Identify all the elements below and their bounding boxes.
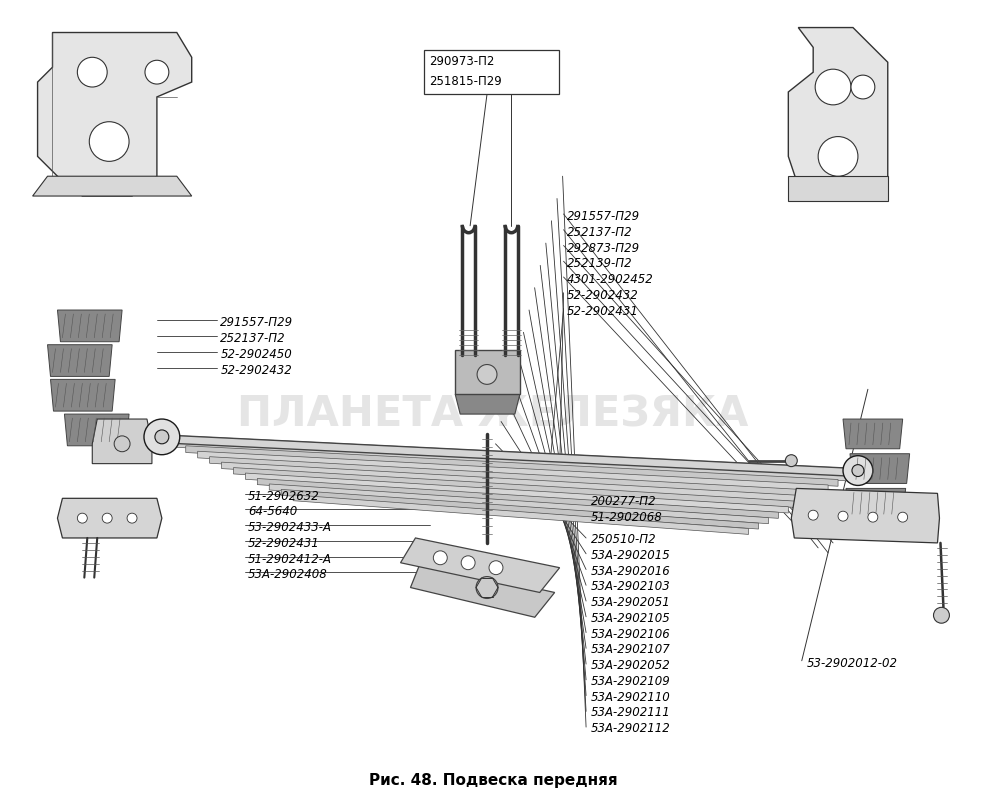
Polygon shape [257, 479, 778, 518]
Text: 53А-2902016: 53А-2902016 [591, 564, 670, 577]
Polygon shape [210, 456, 818, 497]
Polygon shape [197, 452, 828, 491]
Polygon shape [846, 488, 906, 518]
Circle shape [77, 57, 107, 87]
Circle shape [461, 556, 475, 570]
Polygon shape [222, 462, 809, 502]
Circle shape [815, 69, 851, 105]
Circle shape [103, 514, 112, 523]
Text: 53А-2902107: 53А-2902107 [591, 643, 670, 657]
Circle shape [145, 60, 169, 84]
Circle shape [809, 510, 818, 520]
Circle shape [77, 514, 88, 523]
Text: 291557-П29: 291557-П29 [567, 210, 640, 223]
Circle shape [868, 512, 878, 522]
Text: 252137-П2: 252137-П2 [221, 332, 286, 345]
Text: 52-2902432: 52-2902432 [221, 363, 292, 377]
Circle shape [843, 456, 873, 486]
Text: 53А-2902110: 53А-2902110 [591, 691, 670, 704]
Circle shape [897, 512, 908, 522]
Polygon shape [246, 473, 789, 513]
Text: 292873-П29: 292873-П29 [567, 242, 640, 254]
Text: 53А-2902052: 53А-2902052 [591, 659, 670, 672]
Text: 252139-П2: 252139-П2 [567, 258, 632, 270]
Circle shape [477, 365, 497, 384]
Text: 53А-2902109: 53А-2902109 [591, 675, 670, 688]
Text: 52-2902450: 52-2902450 [221, 348, 292, 361]
Polygon shape [47, 345, 112, 376]
Polygon shape [281, 490, 758, 529]
Polygon shape [185, 446, 838, 487]
Polygon shape [174, 440, 848, 481]
Circle shape [127, 514, 137, 523]
Polygon shape [789, 28, 887, 201]
Text: 52-2902432: 52-2902432 [567, 289, 638, 302]
Text: 290973-П2: 290973-П2 [429, 56, 495, 68]
Polygon shape [57, 310, 122, 342]
Circle shape [144, 419, 179, 455]
Circle shape [489, 560, 503, 575]
Text: 52-2902431: 52-2902431 [247, 537, 319, 550]
Text: 53А-2902015: 53А-2902015 [591, 549, 670, 562]
Text: 53А-2902112: 53А-2902112 [591, 722, 670, 735]
Polygon shape [850, 454, 910, 483]
Circle shape [476, 576, 498, 599]
Text: 53-2902012-02: 53-2902012-02 [807, 657, 897, 669]
Polygon shape [843, 419, 902, 448]
Polygon shape [57, 498, 162, 538]
Polygon shape [50, 379, 115, 411]
Circle shape [852, 464, 864, 476]
Polygon shape [162, 435, 858, 475]
Text: 53А-2902103: 53А-2902103 [591, 580, 670, 593]
Text: 64-5640: 64-5640 [247, 506, 297, 518]
Polygon shape [93, 419, 152, 463]
Polygon shape [293, 494, 748, 534]
Polygon shape [64, 414, 129, 446]
Text: Рис. 48. Подвеска передняя: Рис. 48. Подвеска передняя [369, 774, 617, 789]
Text: 53А-2902106: 53А-2902106 [591, 627, 670, 641]
Bar [424, 50, 559, 94]
Text: 291557-П29: 291557-П29 [221, 316, 294, 329]
Text: 200277-П2: 200277-П2 [591, 495, 657, 508]
Polygon shape [269, 484, 768, 524]
Polygon shape [792, 488, 940, 543]
Circle shape [851, 75, 875, 99]
Polygon shape [456, 394, 520, 414]
Polygon shape [234, 467, 799, 508]
Bar [456, 350, 520, 394]
Circle shape [934, 607, 950, 623]
Text: 53А-2902105: 53А-2902105 [591, 612, 670, 625]
Circle shape [114, 436, 130, 452]
Circle shape [838, 511, 848, 521]
Text: 53А-2902408: 53А-2902408 [247, 568, 327, 581]
Polygon shape [789, 176, 887, 201]
Polygon shape [400, 538, 560, 592]
Circle shape [785, 455, 798, 467]
Text: 250510-П2: 250510-П2 [591, 533, 657, 546]
Circle shape [818, 137, 858, 176]
Circle shape [90, 122, 129, 161]
Text: 51-2902632: 51-2902632 [247, 490, 319, 502]
Text: 52-2902431: 52-2902431 [567, 304, 638, 317]
Text: 51-2902068: 51-2902068 [591, 511, 663, 524]
Text: 4301-2902452: 4301-2902452 [567, 273, 654, 286]
Text: ПЛАНЕТА ЖЕЛЕЗЯКА: ПЛАНЕТА ЖЕЛЕЗЯКА [238, 393, 748, 435]
Text: 53А-2902111: 53А-2902111 [591, 707, 670, 719]
Text: 53А-2902051: 53А-2902051 [591, 596, 670, 609]
Text: 51-2902412-А: 51-2902412-А [247, 553, 332, 566]
Text: 252137-П2: 252137-П2 [567, 226, 632, 238]
Text: 53-2902433-А: 53-2902433-А [247, 522, 332, 534]
Polygon shape [37, 33, 191, 196]
Circle shape [155, 430, 169, 444]
Polygon shape [162, 435, 858, 476]
Circle shape [433, 551, 448, 564]
Text: 251815-П29: 251815-П29 [429, 75, 502, 88]
Polygon shape [33, 176, 191, 196]
Polygon shape [410, 563, 555, 617]
